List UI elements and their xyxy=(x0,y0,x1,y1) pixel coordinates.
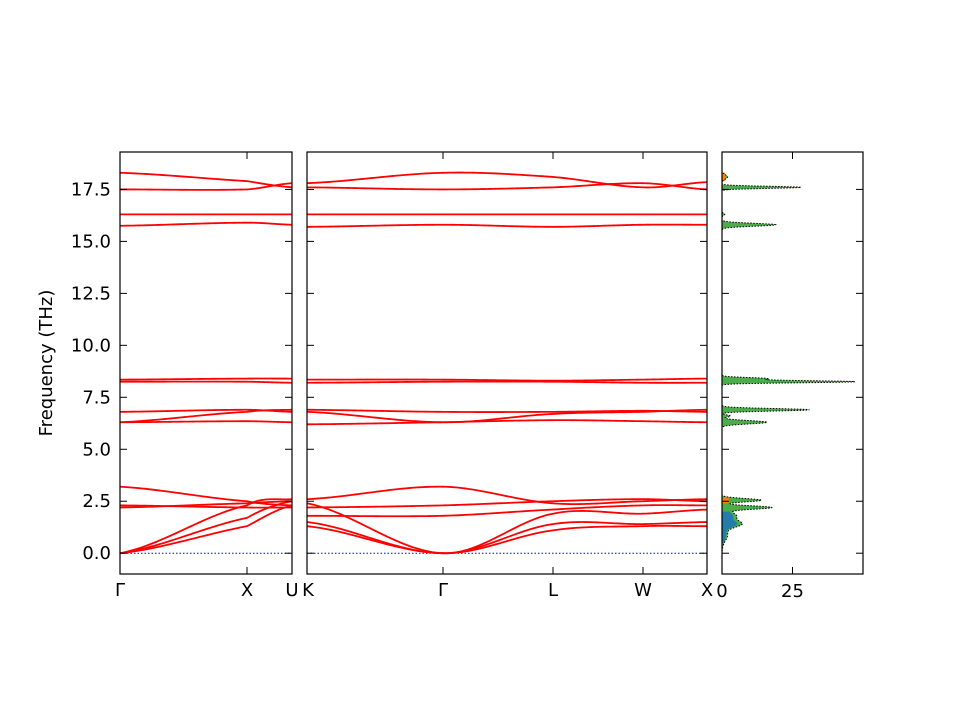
k-point-label: K xyxy=(302,580,315,601)
band-line xyxy=(120,380,292,384)
band-line xyxy=(307,182,707,191)
band-line xyxy=(307,521,707,555)
dos-x-tick-label: 25 xyxy=(781,581,804,602)
band-panel-1-frame xyxy=(119,151,293,575)
band-line xyxy=(307,377,707,382)
band-line xyxy=(120,221,292,227)
band-line xyxy=(307,223,707,228)
band-line xyxy=(120,377,292,381)
band-line xyxy=(120,171,292,189)
y-axis-label: Frequency (THz) xyxy=(36,290,57,437)
dos-total-line xyxy=(722,152,856,574)
y-tick-label: 17.5 xyxy=(71,179,111,200)
band-line xyxy=(120,408,292,413)
band-line xyxy=(120,408,292,424)
band-line xyxy=(307,504,707,518)
k-point-label: X xyxy=(701,580,713,601)
band-line xyxy=(307,419,707,426)
dos-x-tick-labels: 0 25 xyxy=(716,581,804,602)
dos-x-tick-label: 0 xyxy=(716,581,727,602)
dos-partial-high xyxy=(722,497,730,504)
band-panel-1 xyxy=(119,151,293,575)
y-tick-label: 5.0 xyxy=(82,439,111,460)
band-line xyxy=(120,504,292,509)
dos-panel xyxy=(721,151,864,575)
band-line xyxy=(307,171,707,189)
band-line xyxy=(307,485,707,506)
y-tick-label: 7.5 xyxy=(82,387,111,408)
dos-partial-low xyxy=(722,511,738,543)
band-line xyxy=(307,502,707,555)
band-line xyxy=(307,380,707,384)
k-point-label: W xyxy=(634,580,652,601)
band-panel-2 xyxy=(306,151,708,575)
k-point-label: L xyxy=(548,580,558,601)
y-tick-label: 0.0 xyxy=(82,543,111,564)
band-line xyxy=(307,524,707,555)
band-panel-2-frame xyxy=(306,151,708,575)
k-point-label: U xyxy=(285,580,298,601)
band-line xyxy=(120,485,292,507)
k-point-label: Γ xyxy=(438,580,448,601)
dos-fill xyxy=(722,152,856,574)
k-point-label: Γ xyxy=(115,580,125,601)
band-line xyxy=(120,504,292,555)
band-line xyxy=(307,408,707,413)
dos-panel-frame xyxy=(721,151,864,575)
y-tick-label: 2.5 xyxy=(82,491,111,512)
y-tick-label: 12.5 xyxy=(71,283,111,304)
y-tick-label: 15.0 xyxy=(71,231,111,252)
y-tick-label: 10.0 xyxy=(71,335,111,356)
band-line xyxy=(120,420,292,424)
y-tick-labels: 0.0 2.5 5.0 7.5 10.0 12.5 15.0 17.5 xyxy=(71,179,111,564)
k-point-label: X xyxy=(241,580,253,601)
band-line xyxy=(120,498,292,555)
